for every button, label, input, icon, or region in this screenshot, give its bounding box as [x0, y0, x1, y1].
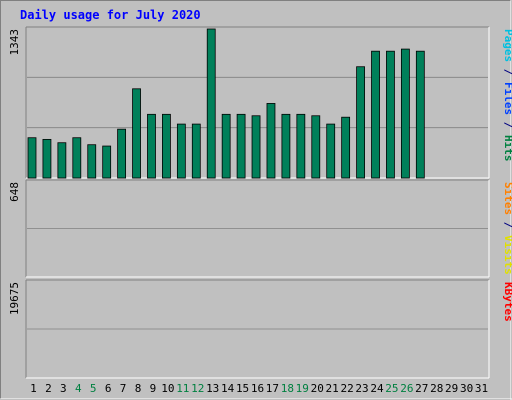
hits-legend-part-1: / — [502, 62, 512, 82]
x-tick-label-7: 7 — [120, 382, 127, 395]
hits-bar-hits-24 — [371, 50, 380, 179]
hits-bar-hits-22 — [341, 116, 351, 179]
visits-legend-part-0: Sites — [502, 182, 512, 215]
hits-bar-hits-14 — [221, 113, 231, 179]
hits-bar-hits-2 — [42, 138, 52, 179]
x-tick-label-25: 25 — [385, 382, 398, 395]
hits-bar-hits-9 — [147, 113, 156, 179]
hits-bar-hits-8 — [132, 88, 141, 179]
x-tick-label-9: 9 — [150, 382, 157, 395]
x-tick-label-18: 18 — [281, 382, 294, 395]
x-tick-label-24: 24 — [370, 382, 384, 395]
x-tick-label-26: 26 — [400, 382, 413, 395]
x-tick-label-12: 12 — [191, 382, 204, 395]
hits-bar-hits-12 — [191, 123, 201, 179]
hits-bar-hits-7 — [117, 128, 127, 179]
x-tick-label-28: 28 — [430, 382, 443, 395]
hits-legend-part-3: / — [502, 115, 512, 135]
hits-bar-hits-27 — [415, 50, 425, 179]
hits-bar-hits-3 — [57, 142, 67, 179]
x-tick-label-17: 17 — [266, 382, 279, 395]
visits-ymax-label: 648 — [8, 182, 21, 202]
x-tick-label-14: 14 — [221, 382, 235, 395]
hits-legend-part-2: Files — [502, 82, 512, 115]
visits-legend-part-2: Visits — [502, 235, 512, 275]
hits-bar-hits-1 — [27, 137, 37, 179]
hits-bar-hits-5 — [87, 144, 97, 179]
hits-bar-hits-6 — [102, 145, 112, 179]
hits-bar-hits-15 — [236, 113, 246, 179]
x-tick-label-1: 1 — [30, 382, 37, 395]
x-tick-label-3: 3 — [60, 382, 67, 395]
hits-bar-hits-18 — [281, 113, 291, 179]
x-tick-label-23: 23 — [355, 382, 368, 395]
hits-bar-hits-16 — [251, 115, 261, 179]
x-tick-label-10: 10 — [161, 382, 174, 395]
hits-bar-hits-4 — [72, 137, 82, 179]
hits-bar-hits-26 — [400, 48, 410, 179]
x-tick-label-15: 15 — [236, 382, 249, 395]
hits-bar-hits-13 — [206, 28, 216, 179]
hits-legend: Pages / Files / Hits — [502, 29, 512, 162]
x-tick-label-2: 2 — [45, 382, 52, 395]
hits-legend-part-4: Hits — [502, 135, 512, 162]
chart-title: Daily usage for July 2020 — [20, 8, 201, 22]
x-tick-label-22: 22 — [340, 382, 353, 395]
hits-bar-hits-10 — [162, 113, 171, 179]
x-tick-label-11: 11 — [176, 382, 189, 395]
x-tick-label-16: 16 — [251, 382, 264, 395]
x-tick-label-31: 31 — [475, 382, 488, 395]
x-tick-label-19: 19 — [296, 382, 309, 395]
hits-bar-hits-25 — [386, 50, 395, 179]
hits-bar-hits-21 — [326, 123, 336, 179]
visits-legend: Sites / Visits — [502, 182, 512, 275]
x-tick-label-6: 6 — [105, 382, 112, 395]
x-tick-label-8: 8 — [135, 382, 142, 395]
hits-bar-hits-11 — [176, 123, 186, 179]
hits-bar-hits-20 — [311, 115, 321, 179]
hits-ymax-label: 1343 — [8, 29, 21, 56]
x-tick-label-20: 20 — [311, 382, 324, 395]
kbytes-ymax-label: 19675 — [8, 282, 21, 315]
hits-bar-hits-19 — [296, 113, 306, 179]
x-tick-label-30: 30 — [460, 382, 473, 395]
kbytes-legend: KBytes — [502, 282, 512, 322]
hits-legend-part-0: Pages — [502, 29, 512, 62]
x-tick-label-13: 13 — [206, 382, 219, 395]
x-tick-label-29: 29 — [445, 382, 458, 395]
hits-bar-hits-17 — [266, 103, 276, 179]
hits-bar-hits-23 — [356, 66, 365, 179]
x-tick-label-21: 21 — [326, 382, 339, 395]
visits-legend-part-1: / — [502, 215, 512, 235]
kbytes-legend-part-0: KBytes — [502, 282, 512, 322]
x-tick-label-4: 4 — [75, 382, 82, 395]
x-tick-label-27: 27 — [415, 382, 428, 395]
x-tick-label-5: 5 — [90, 382, 97, 395]
